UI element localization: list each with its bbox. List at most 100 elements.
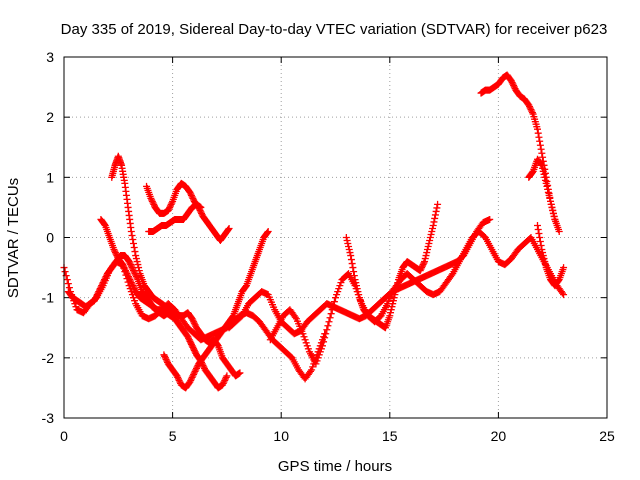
- data-point-marker: [389, 297, 397, 305]
- data-point-marker: [389, 300, 397, 308]
- data-point-marker: [528, 107, 536, 115]
- data-point-marker: [133, 258, 141, 266]
- data-point-marker: [418, 262, 426, 270]
- data-point-marker: [97, 283, 105, 291]
- data-point-marker: [64, 280, 72, 288]
- data-point-marker: [325, 318, 333, 326]
- data-point-marker: [102, 273, 110, 281]
- data-point-marker: [120, 264, 128, 272]
- data-point-marker: [316, 348, 324, 356]
- data-point-marker: [132, 255, 140, 263]
- data-point-marker: [560, 291, 568, 299]
- data-point-marker: [426, 237, 434, 245]
- x-tick-label: 10: [273, 428, 289, 444]
- data-point-marker: [430, 218, 438, 226]
- data-point-marker: [508, 79, 516, 87]
- data-point-marker: [167, 200, 175, 208]
- data-point-marker: [348, 260, 356, 268]
- data-point-marker: [537, 160, 545, 168]
- data-point-marker: [386, 312, 394, 320]
- data-point-marker: [337, 279, 345, 287]
- data-point-marker: [429, 224, 437, 232]
- data-point-marker: [354, 288, 362, 296]
- data-point-marker: [323, 326, 331, 334]
- data-point-marker: [188, 315, 196, 323]
- data-point-marker: [190, 369, 198, 377]
- data-point-marker: [526, 104, 534, 112]
- data-point-marker: [190, 346, 198, 354]
- data-point-marker: [393, 282, 401, 290]
- data-point-marker: [98, 280, 106, 288]
- data-point-marker: [528, 168, 536, 176]
- data-point-marker: [547, 197, 555, 205]
- series-arc-13: [533, 221, 568, 290]
- data-point-marker: [127, 262, 135, 270]
- data-point-marker: [534, 225, 542, 233]
- data-point-marker: [355, 291, 363, 299]
- data-point-marker: [324, 322, 332, 330]
- data-point-marker: [535, 229, 543, 237]
- data-point-marker: [127, 261, 135, 269]
- data-point-marker: [546, 194, 554, 202]
- data-point-marker: [352, 282, 360, 290]
- data-point-marker: [420, 259, 428, 267]
- data-point-marker: [327, 310, 335, 318]
- data-point-marker: [539, 252, 547, 260]
- data-point-marker: [549, 209, 557, 217]
- data-point-marker: [189, 316, 197, 324]
- data-point-marker: [184, 333, 192, 341]
- data-point-marker: [164, 206, 172, 214]
- data-point-marker: [173, 372, 181, 380]
- data-point-marker: [537, 145, 545, 153]
- data-point-marker: [148, 197, 156, 205]
- data-point-marker: [132, 271, 140, 279]
- data-point-marker: [424, 243, 432, 251]
- data-point-marker: [223, 372, 231, 380]
- data-point-marker: [304, 345, 312, 353]
- data-point-marker: [222, 373, 230, 381]
- data-point-marker: [416, 267, 424, 275]
- data-point-marker: [301, 336, 309, 344]
- data-point-marker: [125, 258, 133, 266]
- data-point-marker: [422, 252, 430, 260]
- data-point-marker: [131, 297, 139, 305]
- data-point-marker: [161, 354, 169, 362]
- data-point-marker: [224, 225, 232, 233]
- data-point-marker: [119, 261, 127, 269]
- data-point-marker: [537, 242, 545, 250]
- data-point-marker: [309, 363, 317, 371]
- x-tick-label: 15: [382, 428, 398, 444]
- series-arc-6: [160, 227, 272, 392]
- data-point-marker: [90, 297, 98, 305]
- data-point-marker: [526, 103, 534, 111]
- data-point-marker: [129, 236, 137, 244]
- data-point-marker: [164, 309, 172, 317]
- data-point-marker: [434, 200, 442, 208]
- data-point-marker: [192, 364, 200, 372]
- data-point-marker: [433, 204, 441, 212]
- data-point-marker: [431, 211, 439, 219]
- data-point-marker: [549, 206, 557, 214]
- data-point-marker: [299, 330, 307, 338]
- series-arc-9: [266, 227, 568, 368]
- data-point-marker: [188, 373, 196, 381]
- data-point-marker: [91, 295, 99, 303]
- data-point-marker: [127, 227, 135, 235]
- data-point-marker: [242, 283, 250, 291]
- data-point-marker: [130, 240, 138, 248]
- data-point-marker: [96, 285, 104, 293]
- data-point-marker: [353, 285, 361, 293]
- data-point-marker: [197, 203, 205, 211]
- data-point-marker: [545, 191, 553, 199]
- data-point-marker: [130, 294, 138, 302]
- grid: [64, 57, 607, 418]
- data-point-marker: [189, 194, 197, 202]
- data-point-marker: [110, 246, 118, 254]
- data-point-marker: [101, 276, 109, 284]
- data-point-marker: [122, 268, 130, 276]
- data-point-marker: [423, 246, 431, 254]
- data-point-marker: [392, 288, 400, 296]
- data-point-marker: [317, 345, 325, 353]
- series-arc-5: [145, 200, 205, 235]
- data-point-marker: [124, 273, 132, 281]
